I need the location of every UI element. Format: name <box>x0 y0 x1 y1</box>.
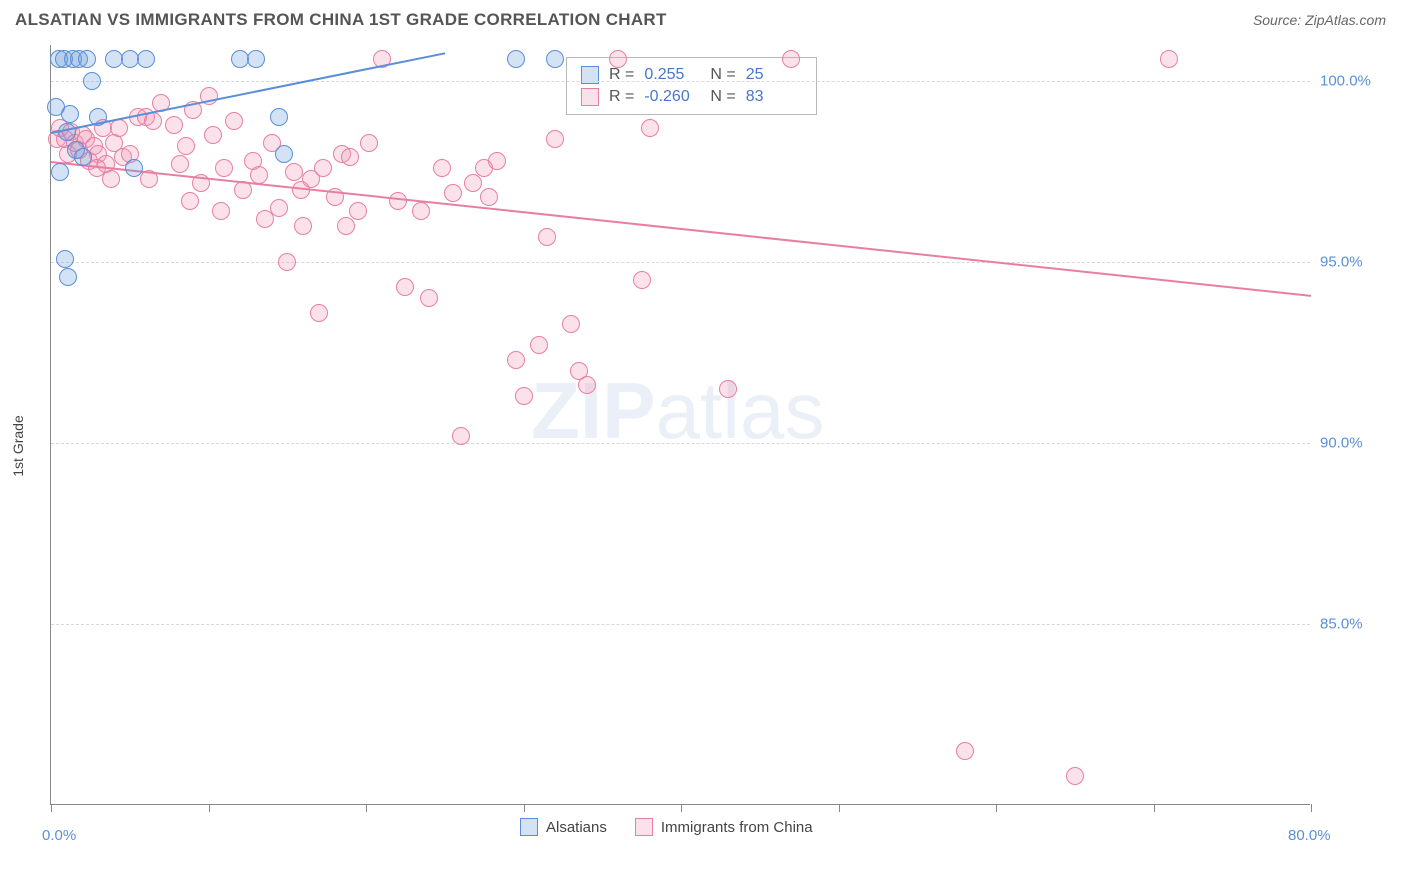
data-point-pink <box>204 126 222 144</box>
data-point-pink <box>310 304 328 322</box>
data-point-pink <box>165 116 183 134</box>
data-point-blue <box>61 105 79 123</box>
data-point-pink <box>177 137 195 155</box>
data-point-blue <box>74 148 92 166</box>
data-point-pink <box>488 152 506 170</box>
data-point-pink <box>480 188 498 206</box>
data-point-blue <box>78 50 96 68</box>
data-point-pink <box>578 376 596 394</box>
chart-title: ALSATIAN VS IMMIGRANTS FROM CHINA 1ST GR… <box>15 10 667 30</box>
x-tick <box>366 804 367 812</box>
data-point-blue <box>275 145 293 163</box>
data-point-pink <box>110 119 128 137</box>
x-axis-min-label: 0.0% <box>42 827 76 844</box>
y-axis-title: 1st Grade <box>10 415 26 476</box>
data-point-pink <box>285 163 303 181</box>
legend-swatch <box>581 88 599 106</box>
grid-line <box>51 624 1310 625</box>
source-label: Source: ZipAtlas.com <box>1253 12 1386 28</box>
n-value: 83 <box>746 88 802 106</box>
data-point-pink <box>546 130 564 148</box>
data-point-pink <box>956 742 974 760</box>
x-tick <box>1154 804 1155 812</box>
data-point-blue <box>270 108 288 126</box>
data-point-pink <box>1066 767 1084 785</box>
n-label: N = <box>710 88 735 106</box>
grid-line <box>51 262 1310 263</box>
x-tick <box>996 804 997 812</box>
data-point-pink <box>538 228 556 246</box>
data-point-pink <box>102 170 120 188</box>
data-point-pink <box>360 134 378 152</box>
data-point-blue <box>59 268 77 286</box>
data-point-pink <box>452 427 470 445</box>
x-tick <box>1311 804 1312 812</box>
y-tick-label: 100.0% <box>1320 73 1380 90</box>
data-point-pink <box>225 112 243 130</box>
data-point-pink <box>294 217 312 235</box>
data-point-pink <box>641 119 659 137</box>
data-point-pink <box>278 253 296 271</box>
data-point-pink <box>181 192 199 210</box>
grid-line <box>51 443 1310 444</box>
data-point-pink <box>515 387 533 405</box>
data-point-pink <box>349 202 367 220</box>
data-point-pink <box>396 278 414 296</box>
trend-line-pink <box>51 161 1311 297</box>
y-tick-label: 85.0% <box>1320 616 1380 633</box>
data-point-pink <box>633 271 651 289</box>
data-point-pink <box>412 202 430 220</box>
data-point-blue <box>137 50 155 68</box>
x-tick <box>839 804 840 812</box>
legend-item: Alsatians <box>520 818 607 836</box>
data-point-pink <box>444 184 462 202</box>
data-point-pink <box>433 159 451 177</box>
r-label: R = <box>609 88 634 106</box>
y-tick-label: 95.0% <box>1320 254 1380 271</box>
x-tick <box>681 804 682 812</box>
data-point-pink <box>1160 50 1178 68</box>
data-point-pink <box>609 50 627 68</box>
data-point-pink <box>171 155 189 173</box>
x-tick <box>209 804 210 812</box>
stats-row: R = -0.260 N = 83 <box>581 86 802 108</box>
y-tick-label: 90.0% <box>1320 435 1380 452</box>
legend-swatch <box>635 818 653 836</box>
data-point-pink <box>562 315 580 333</box>
data-point-pink <box>341 148 359 166</box>
correlation-stats-box: R =0.255N =25R =-0.260N =83 <box>566 57 817 115</box>
data-point-pink <box>314 159 332 177</box>
data-point-pink <box>420 289 438 307</box>
data-point-pink <box>507 351 525 369</box>
r-value: -0.260 <box>644 88 700 106</box>
data-point-pink <box>337 217 355 235</box>
data-point-pink <box>530 336 548 354</box>
data-point-blue <box>546 50 564 68</box>
legend-label: Alsatians <box>546 819 607 836</box>
chart-header: ALSATIAN VS IMMIGRANTS FROM CHINA 1ST GR… <box>0 0 1406 35</box>
legend-swatch <box>520 818 538 836</box>
legend-item: Immigrants from China <box>635 818 813 836</box>
data-point-blue <box>247 50 265 68</box>
chart-plot-area: ZIPatlas R =0.255N =25R =-0.260N =83 85.… <box>50 45 1310 805</box>
data-point-blue <box>507 50 525 68</box>
legend-label: Immigrants from China <box>661 819 813 836</box>
bottom-legend: Alsatians Immigrants from China <box>520 818 813 836</box>
data-point-pink <box>212 202 230 220</box>
data-point-blue <box>51 163 69 181</box>
watermark-light: atlas <box>655 366 824 455</box>
data-point-blue <box>125 159 143 177</box>
data-point-pink <box>215 159 233 177</box>
data-point-pink <box>782 50 800 68</box>
x-axis-max-label: 80.0% <box>1288 827 1331 844</box>
data-point-pink <box>256 210 274 228</box>
x-tick <box>524 804 525 812</box>
grid-line <box>51 81 1310 82</box>
data-point-blue <box>56 250 74 268</box>
data-point-blue <box>83 72 101 90</box>
x-tick <box>51 804 52 812</box>
data-point-pink <box>719 380 737 398</box>
